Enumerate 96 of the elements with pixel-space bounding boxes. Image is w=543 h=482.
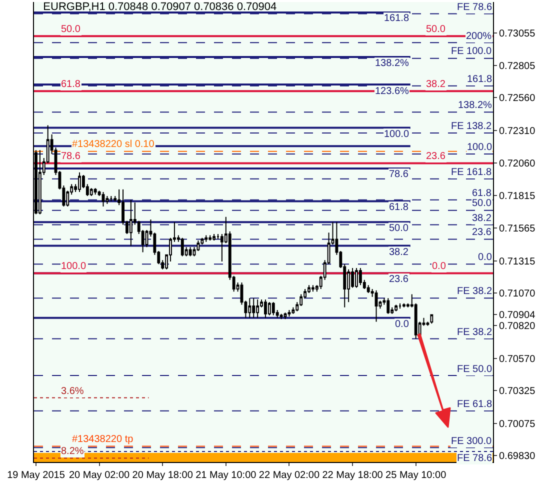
candlestick [102,192,105,207]
annotation: 61.8 [472,188,492,199]
annotation: 3.6% [61,386,84,397]
y-tick-label: 0.72060 [499,158,536,170]
candlestick [248,298,252,318]
candlestick [272,302,275,316]
annotation: 38.2 [426,79,446,90]
candlestick [268,302,271,316]
annotation: 161.8 [467,74,492,85]
candlestick [374,290,378,322]
candlestick [208,234,212,242]
annotation: 78.6 [389,169,409,180]
candlestick [402,302,406,308]
annotation: 200% [466,31,492,42]
annotation: 0.0 [478,252,492,263]
y-tick-label: 0.72560 [499,93,536,104]
annotation: 78.6 [61,151,81,162]
candlestick [256,298,260,318]
candlestick [94,188,97,196]
candlestick [398,302,402,310]
annotation: 50.0 [61,24,81,35]
x-tick-label: 25 May 10:00 [386,470,447,481]
annotation: 61.8 [61,79,81,90]
annotation: FE 61.8 [457,399,492,410]
x-tick-label: 20 May 02:00 [68,470,130,481]
annotation: FE 50.0 [457,364,492,375]
y-tick-label: 0.71070 [499,288,536,300]
y-tick-label: 0.71315 [499,256,536,268]
annotation: 23.6 [426,151,446,162]
annotation: 138.2% [458,100,492,111]
annotation: FE 100.0 [451,46,492,57]
y-tick-label: 0.73055 [499,28,536,40]
x-tick-label: 20 May 18:00 [132,470,194,481]
y-tick-label: 0.70904 [499,310,536,322]
annotation: FE 300.0 [451,436,492,447]
candlestick [252,298,256,318]
x-tick-label: 21 May 10:00 [196,470,257,481]
candlestick [106,195,109,204]
candlestick [188,246,192,257]
candlestick [358,268,362,286]
annotation: FE 38.2 [457,327,492,338]
y-tick-label: 0.70075 [499,418,536,430]
candlestick [264,298,267,318]
annotation: 0.0 [432,261,446,272]
annotation: 123.6% [375,86,410,97]
annotation: #13438220 sl 0.10 [72,139,155,150]
y-tick-label: 0.69830 [499,450,536,462]
candlestick [288,309,291,318]
x-tick-label: 22 May 02:00 [258,470,320,481]
y-tick-label: 0.71565 [499,224,536,235]
annotation: FE 138.2 [451,121,492,132]
annotation: FE 38.2 [457,286,492,297]
candlestick [386,298,390,314]
y-tick-label: 0.71815 [499,190,536,202]
candlestick [284,312,287,320]
candlestick [180,237,184,257]
annotation: 100.0 [61,261,86,272]
annotation: 23.6 [389,274,409,285]
annotation: 50.0 [426,24,446,35]
annotation: #13438220 tp [72,434,134,445]
candlestick [355,268,358,288]
y-tick-label: 0.70570 [499,354,536,365]
candlestick [78,172,81,193]
annotation: 38.2 [472,213,492,224]
annotation: 50.0 [472,198,492,209]
candlestick [394,304,398,312]
y-tick-label: 0.72310 [499,126,536,137]
y-tick-label: 0.72805 [499,61,536,72]
annotation: 8.2% [61,446,84,457]
annotation: 138.2% [375,58,410,69]
annotation: 50.0 [389,223,409,234]
annotation: FE 78.6 [457,2,492,13]
annotation: 0.0 [395,319,410,330]
x-tick-label: 19 May 2015 [7,470,66,481]
candlestick [426,321,430,326]
annotation: FE 78.6 [457,453,492,464]
y-tick-label: 0.70325 [499,386,536,398]
candlestick [280,313,283,320]
candlestick [311,284,314,292]
annotation: 23.6 [472,227,492,238]
candlestick [38,150,42,215]
candlestick [129,199,132,246]
x-tick-label: 22 May 18:00 [322,470,384,481]
annotation: 38.2 [389,247,409,258]
annotation: 161.8 [384,13,410,24]
annotation: FE 161.8 [451,167,492,178]
candlestick [110,195,113,202]
candlestick [212,233,216,242]
candlestick [90,188,93,196]
y-tick-label: 0.70820 [499,321,536,332]
annotation: 61.8 [389,202,409,213]
candlestick [204,234,208,242]
annotation: 100.0 [384,129,410,140]
candlestick [430,314,434,324]
annotation: 100.0 [467,142,492,153]
chart-title: EURGBP,H1 0.70848 0.70907 0.70836 0.70904 [43,1,277,14]
